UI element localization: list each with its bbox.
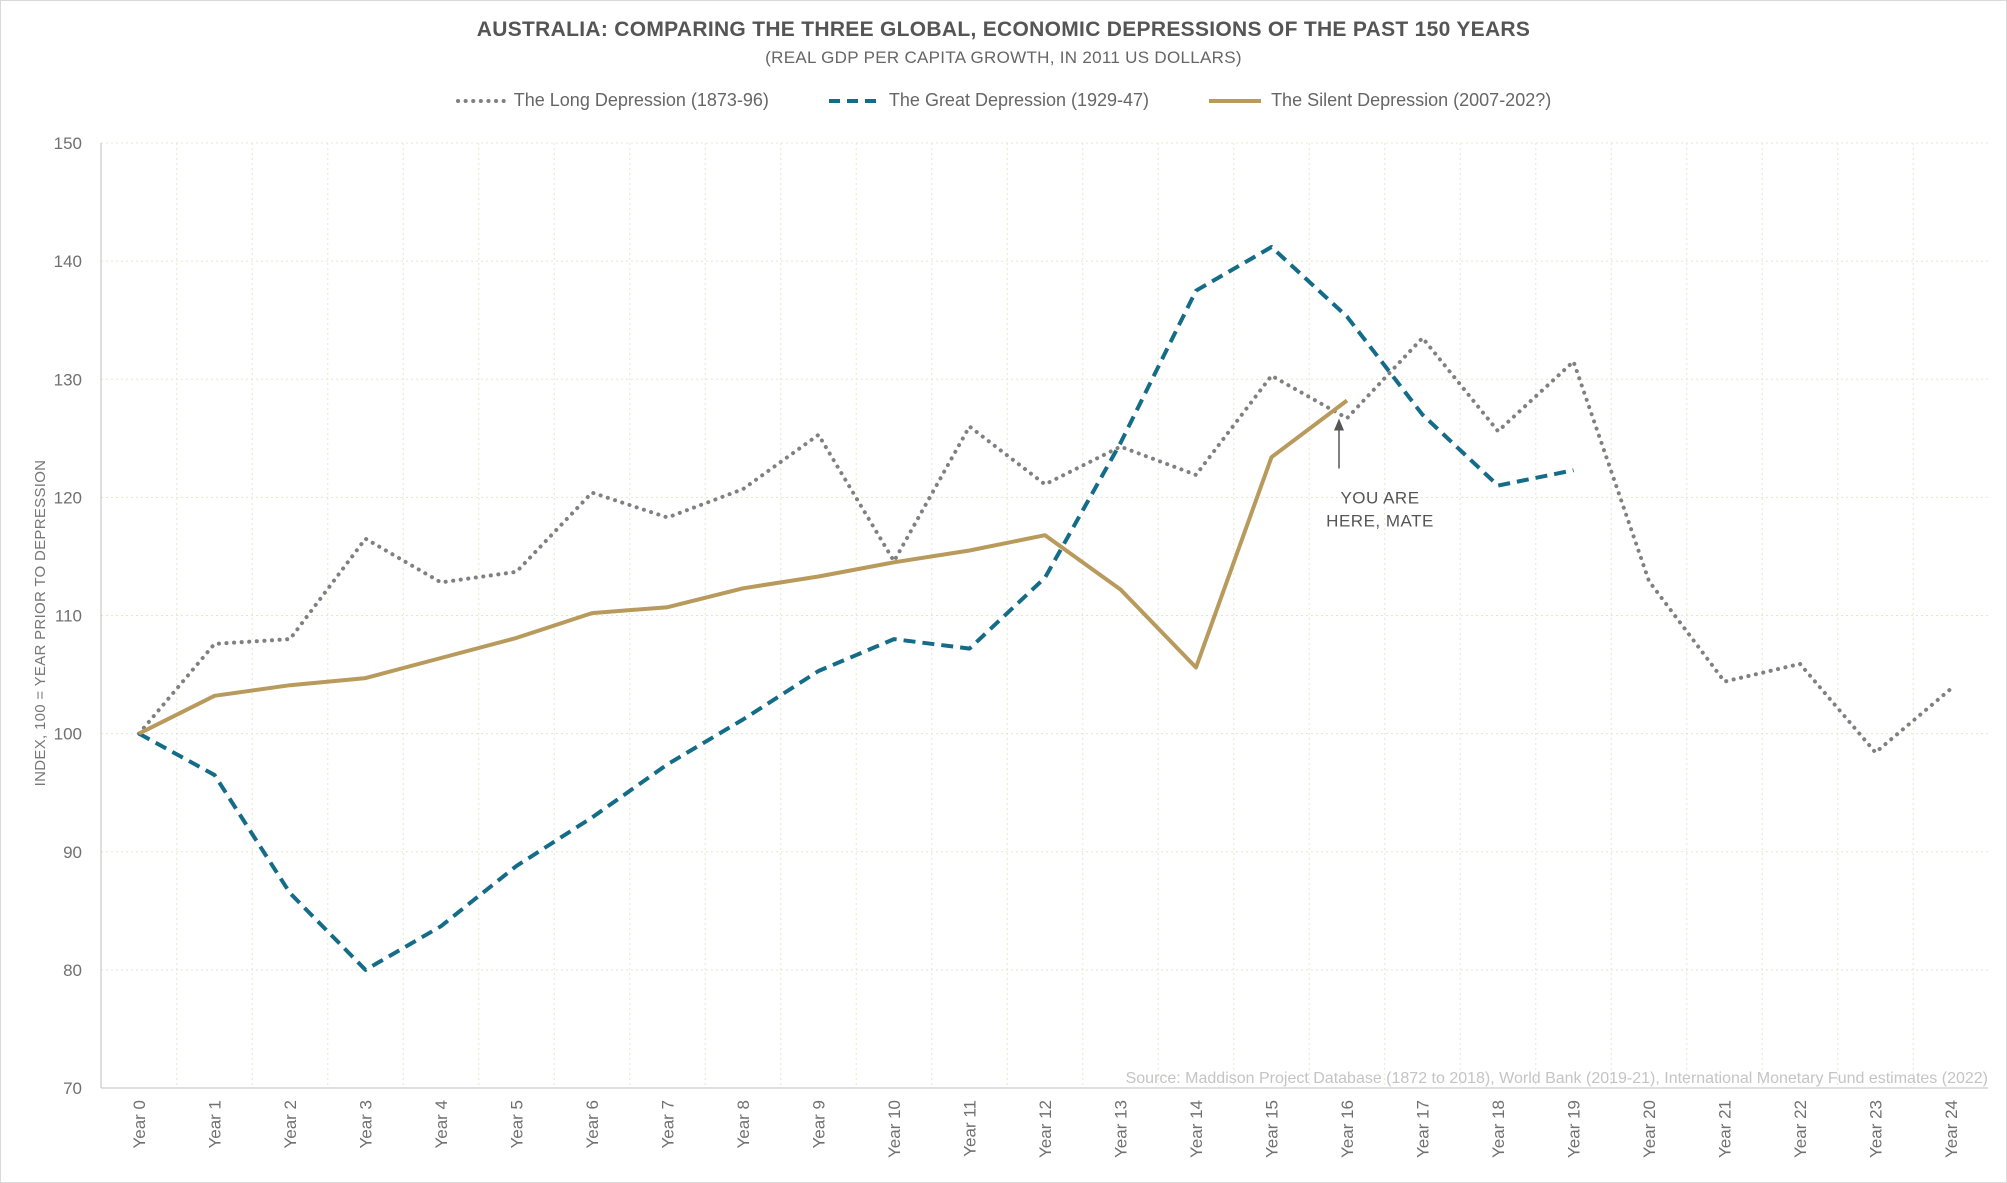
x-tick-year-4: Year 4	[432, 1100, 451, 1149]
x-tick-year-13: Year 13	[1112, 1100, 1131, 1158]
x-tick-year-22: Year 22	[1791, 1100, 1810, 1158]
x-tick-year-6: Year 6	[583, 1100, 602, 1149]
annotation-text-line-2: HERE, MATE	[1326, 512, 1434, 531]
x-tick-year-16: Year 16	[1338, 1100, 1357, 1158]
y-tick-140: 140	[54, 252, 82, 271]
legend-item-great-depression: The Great Depression (1929-47)	[827, 90, 1149, 111]
x-tick-year-8: Year 8	[734, 1100, 753, 1149]
x-tick-year-21: Year 21	[1716, 1100, 1735, 1158]
series-line-the-great-depression-1929-47	[138, 245, 1574, 972]
legend-label-long-depression: The Long Depression (1873-96)	[513, 90, 769, 110]
series-lines	[137, 245, 1953, 972]
annotation: YOU ARE HERE, MATE	[1326, 418, 1434, 531]
y-tick-90: 90	[63, 843, 82, 862]
x-tick-year-3: Year 3	[357, 1100, 376, 1149]
y-tick-110: 110	[55, 607, 82, 626]
legend-swatch-long-depression	[455, 98, 506, 103]
legend-item-long-depression: The Long Depression (1873-96)	[455, 90, 769, 111]
x-tick-year-12: Year 12	[1036, 1100, 1055, 1158]
source-note: Source: Maddison Project Database (1872 …	[1126, 1070, 1988, 1087]
x-tick-year-10: Year 10	[885, 1100, 904, 1158]
y-axis-label: INDEX, 100 = YEAR PRIOR TO DEPRESSION	[32, 460, 49, 787]
x-tick-year-11: Year 11	[961, 1100, 980, 1157]
x-tick-year-5: Year 5	[508, 1100, 527, 1149]
y-tick-100: 100	[54, 725, 82, 744]
y-tick-70: 70	[63, 1079, 82, 1098]
x-tick-year-9: Year 9	[810, 1100, 829, 1149]
gridlines	[101, 142, 1988, 1088]
x-tick-year-23: Year 23	[1867, 1100, 1886, 1158]
legend-swatch-silent-depression	[1209, 98, 1262, 103]
legend-swatch-great-depression	[828, 98, 879, 103]
x-tick-year-1: Year 1	[206, 1100, 225, 1149]
legend-label-great-depression: The Great Depression (1929-47)	[888, 90, 1150, 110]
x-tick-year-20: Year 20	[1640, 1100, 1659, 1158]
legend-item-silent-depression: The Silent Depression (2007-202?)	[1207, 90, 1551, 111]
x-tick-year-17: Year 17	[1414, 1100, 1433, 1158]
x-tick-year-15: Year 15	[1263, 1100, 1282, 1158]
chart-title: AUSTRALIA: COMPARING THE THREE GLOBAL, E…	[476, 18, 1531, 41]
y-tick-80: 80	[63, 961, 82, 980]
legend-label-silent-depression: The Silent Depression (2007-202?)	[1271, 90, 1552, 110]
legend: The Long Depression (1873-96) The Great …	[0, 90, 2007, 111]
x-tick-year-19: Year 19	[1565, 1100, 1584, 1158]
y-tick-130: 130	[54, 370, 82, 389]
chart-subtitle: (REAL GDP PER CAPITA GROWTH, IN 2011 US …	[765, 48, 1242, 67]
series-line-the-long-depression-1873-96	[137, 335, 1953, 755]
x-tick-year-18: Year 18	[1489, 1100, 1508, 1158]
series-line-the-silent-depression-2007-202	[138, 398, 1349, 736]
x-tick-year-7: Year 7	[659, 1100, 678, 1149]
axes	[100, 143, 1988, 1089]
x-tick-year-14: Year 14	[1187, 1100, 1206, 1158]
x-tick-year-2: Year 2	[281, 1100, 300, 1149]
y-tick-150: 150	[54, 134, 82, 153]
annotation-text-line-1: YOU ARE	[1340, 489, 1419, 508]
annotation-arrow-head	[1334, 418, 1344, 431]
tick-labels: 70 80 90 100 110 120 130 140 150 Year 0 Year 1 Year…	[54, 134, 1961, 1158]
y-tick-120: 120	[54, 488, 82, 507]
x-tick-year-0: Year 0	[130, 1100, 149, 1149]
x-tick-year-24: Year 24	[1942, 1100, 1961, 1158]
